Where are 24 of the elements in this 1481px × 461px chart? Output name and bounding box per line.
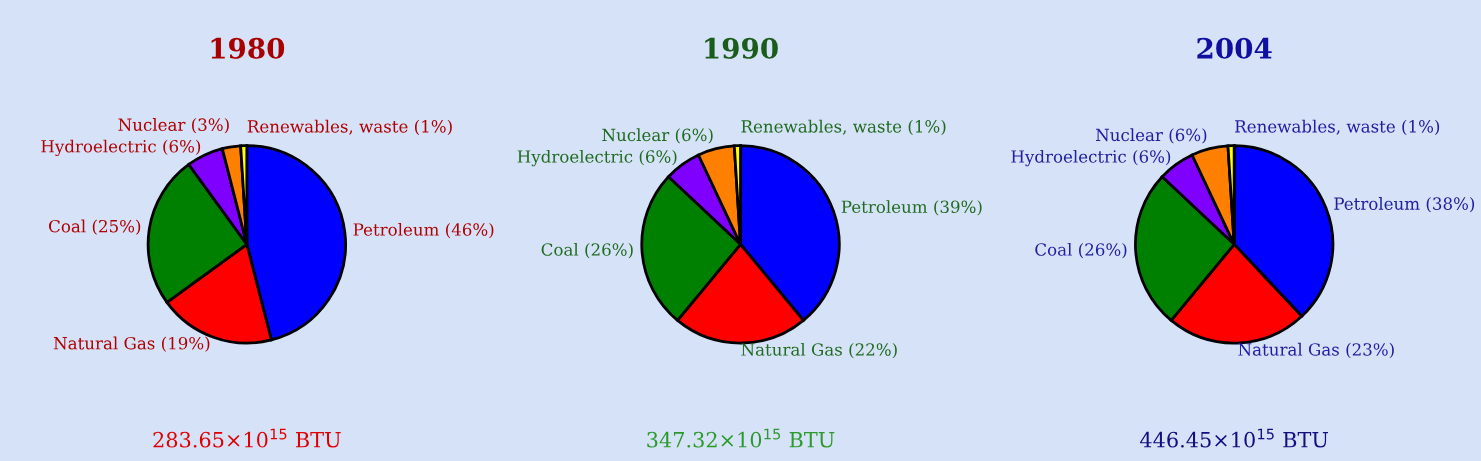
slice-label: Coal (26%) — [541, 242, 633, 259]
slice-label: Hydroelectric (6%) — [1011, 149, 1171, 167]
slice-label: Nuclear (6%) — [602, 128, 713, 144]
slice-label: Petroleum (46%) — [353, 222, 494, 239]
slice-label: Nuclear (3%) — [118, 118, 229, 134]
slice-label: Natural Gas (19%) — [53, 336, 210, 352]
slice-label: Hydroelectric (6%) — [517, 149, 677, 167]
chart-title: 1990 — [705, 37, 778, 59]
text: 283.65×10$^{15}$ BTU — [153, 428, 341, 448]
text: 446.45×10$^{15}$ BTU — [1140, 428, 1329, 448]
slice-label: Hydroelectric (6%) — [41, 139, 201, 157]
slice-label: Coal (26%) — [1035, 242, 1127, 259]
slice-label: Coal (25%) — [49, 219, 141, 235]
slice-label: Renewables, waste (1%) — [741, 119, 946, 136]
chart-title: 1980 — [211, 37, 285, 59]
slice-label: Petroleum (38%) — [1334, 197, 1475, 213]
text: 347.32×10$^{15}$ BTU — [647, 428, 835, 448]
chart-title: 2004 — [1197, 37, 1272, 59]
slice-label: Natural Gas (23%) — [1238, 342, 1394, 359]
slice-label: Renewables, waste (1%) — [247, 119, 452, 136]
slice-label: Petroleum (39%) — [841, 200, 982, 216]
slice-label: Renewables, waste (1%) — [1235, 119, 1440, 136]
slice-label: Nuclear (6%) — [1095, 128, 1207, 144]
slice-label: Natural Gas (22%) — [741, 342, 897, 359]
